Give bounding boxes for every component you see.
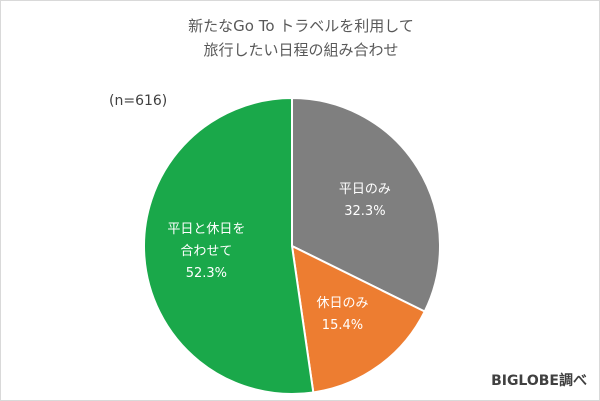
value-label: 52.3% xyxy=(185,266,228,282)
value-label: 15.4% xyxy=(321,318,364,334)
pie-slice xyxy=(143,96,315,395)
note: (n=616) xyxy=(109,93,168,109)
slice-label: 休日のみ 15.4% xyxy=(302,293,382,337)
category-label: 休日のみ xyxy=(316,296,369,312)
category-label: 平日のみ xyxy=(338,181,391,197)
source: BIGLOBE調べ xyxy=(491,373,587,389)
slice-label: 平日と休日を合わせて 52.3% xyxy=(166,219,246,285)
pie-slice xyxy=(291,96,441,313)
chart-title: 新たなGo To トラベルを利用して xyxy=(188,17,414,35)
slice-label: 平日のみ 32.3% xyxy=(325,179,405,223)
pie-slice xyxy=(290,244,427,394)
value-label: 32.3% xyxy=(344,203,386,219)
category-label: 平日と休日を合わせて xyxy=(167,222,246,260)
chart-title: 旅行したい日程の組み合わせ xyxy=(203,41,399,59)
